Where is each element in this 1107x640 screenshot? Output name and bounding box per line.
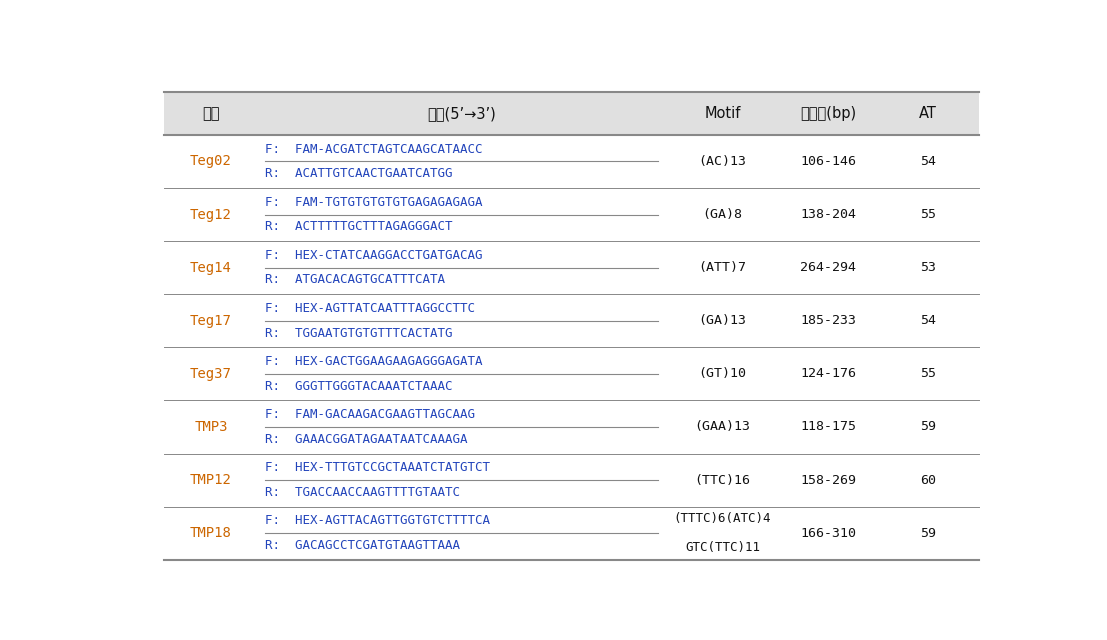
Text: (TTTC)6(ATC)4: (TTTC)6(ATC)4 (674, 512, 772, 525)
Text: (GA)8: (GA)8 (703, 208, 743, 221)
Text: R:  ACTTTTTGCTTTAGAGGGACT: R: ACTTTTTGCTTTAGAGGGACT (265, 220, 452, 234)
Text: Teg02: Teg02 (190, 154, 231, 168)
Text: R:  TGGAATGTGTGTTTCACTATG: R: TGGAATGTGTGTTTCACTATG (265, 326, 452, 339)
Text: R:  GGGTTGGGTACAAATCTAAAC: R: GGGTTGGGTACAAATCTAAAC (265, 380, 452, 392)
Text: F:  FAM-ACGATCTAGTCAAGCATAACC: F: FAM-ACGATCTAGTCAAGCATAACC (265, 143, 483, 156)
Text: TMP3: TMP3 (194, 420, 228, 434)
Text: R:  ATGACACAGTGCATTTCATA: R: ATGACACAGTGCATTTCATA (265, 273, 445, 287)
Text: TMP12: TMP12 (190, 473, 231, 487)
Text: 59: 59 (920, 527, 937, 540)
Text: 138-204: 138-204 (800, 208, 857, 221)
Text: 서열(5’→3’): 서열(5’→3’) (427, 106, 496, 121)
Text: AT: AT (919, 106, 938, 121)
Text: 166-310: 166-310 (800, 527, 857, 540)
Text: F:  HEX-AGTTACAGTTGGTGTCTTTTCA: F: HEX-AGTTACAGTTGGTGTCTTTTCA (265, 515, 489, 527)
Text: F:  FAM-GACAAGACGAAGTTAGCAAG: F: FAM-GACAAGACGAAGTTAGCAAG (265, 408, 475, 421)
Text: Teg12: Teg12 (190, 207, 231, 221)
Text: R:  TGACCAACCAAGTTTTGTAATC: R: TGACCAACCAAGTTTTGTAATC (265, 486, 459, 499)
Text: (AC)13: (AC)13 (699, 155, 746, 168)
Text: 158-269: 158-269 (800, 474, 857, 486)
Text: 124-176: 124-176 (800, 367, 857, 380)
Text: 106-146: 106-146 (800, 155, 857, 168)
Text: 53: 53 (920, 261, 937, 274)
Text: 118-175: 118-175 (800, 420, 857, 433)
Text: GTC(TTC)11: GTC(TTC)11 (685, 541, 759, 554)
Text: R:  GAAACGGATAGAATAATCAAAGA: R: GAAACGGATAGAATAATCAAAGA (265, 433, 467, 445)
Text: R:  GACAGCCTCGATGTAAGTTAAA: R: GACAGCCTCGATGTAAGTTAAA (265, 539, 459, 552)
Text: 60: 60 (920, 474, 937, 486)
Text: (GT)10: (GT)10 (699, 367, 746, 380)
Text: Teg37: Teg37 (190, 367, 231, 381)
Text: (GA)13: (GA)13 (699, 314, 746, 327)
Text: 264-294: 264-294 (800, 261, 857, 274)
Text: F:  HEX-AGTTATCAATTTAGGCCTTC: F: HEX-AGTTATCAATTTAGGCCTTC (265, 302, 475, 315)
Text: 55: 55 (920, 367, 937, 380)
Text: 55: 55 (920, 208, 937, 221)
Text: R:  ACATTGTCAACTGAATCATGG: R: ACATTGTCAACTGAATCATGG (265, 167, 452, 180)
Text: (ATT)7: (ATT)7 (699, 261, 746, 274)
Text: 54: 54 (920, 155, 937, 168)
Text: 마커: 마커 (203, 106, 219, 121)
Text: Motif: Motif (704, 106, 741, 121)
Text: 185-233: 185-233 (800, 314, 857, 327)
Text: F:  HEX-CTATCAAGGACCTGATGACAG: F: HEX-CTATCAAGGACCTGATGACAG (265, 249, 483, 262)
Text: 54: 54 (920, 314, 937, 327)
Text: F:  HEX-GACTGGAAGAAGAGGGAGATA: F: HEX-GACTGGAAGAAGAGGGAGATA (265, 355, 483, 368)
Bar (164, 92, 980, 135)
Text: (GAA)13: (GAA)13 (694, 420, 751, 433)
Text: Teg17: Teg17 (190, 314, 231, 328)
Text: TMP18: TMP18 (190, 526, 231, 540)
Text: F:  HEX-TTTGTCCGCTAAATCTATGTCT: F: HEX-TTTGTCCGCTAAATCTATGTCT (265, 461, 489, 474)
Text: (TTC)16: (TTC)16 (694, 474, 751, 486)
Text: F:  FAM-TGTGTGTGTGTGAGAGAGAGA: F: FAM-TGTGTGTGTGTGAGAGAGAGA (265, 196, 483, 209)
Text: 59: 59 (920, 420, 937, 433)
Text: Teg14: Teg14 (190, 260, 231, 275)
Text: 사이즈(bp): 사이즈(bp) (800, 106, 857, 121)
